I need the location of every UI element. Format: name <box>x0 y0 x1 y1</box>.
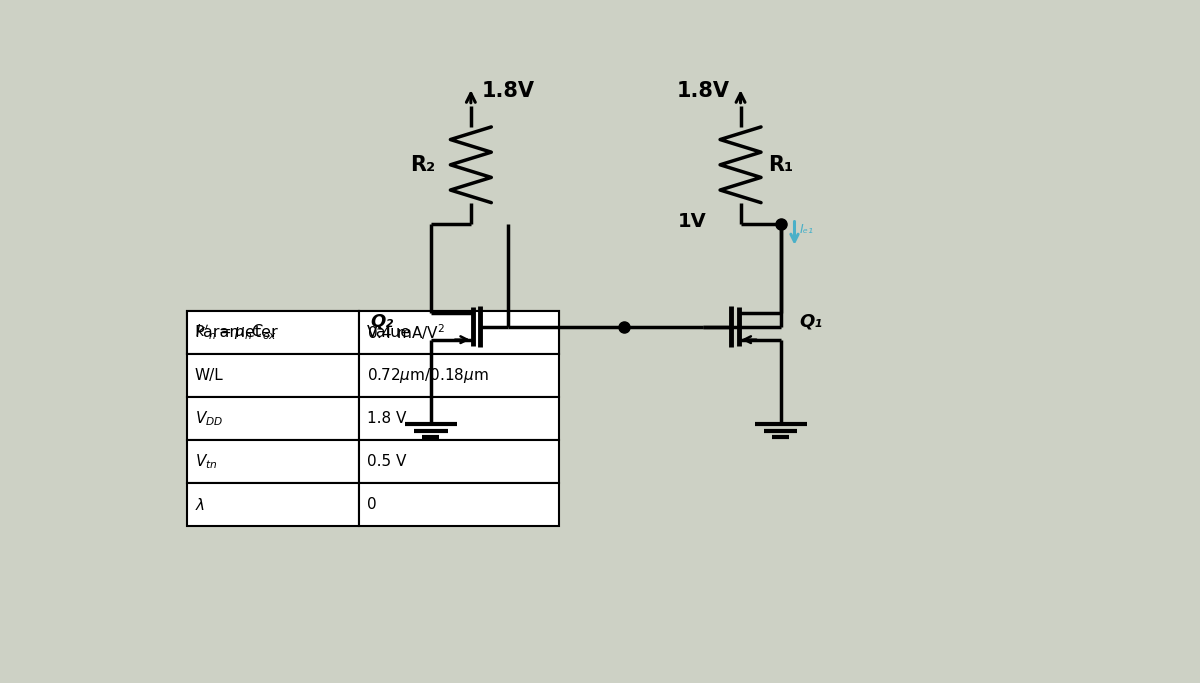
Bar <box>187 440 359 484</box>
Bar <box>187 311 359 354</box>
Text: Q₁: Q₁ <box>799 312 822 331</box>
Text: Q₂: Q₂ <box>371 312 394 331</box>
Bar <box>359 311 559 354</box>
Text: 1.8 V: 1.8 V <box>367 411 406 426</box>
Text: Iₑ₁: Iₑ₁ <box>800 223 814 236</box>
Text: $k'_n = \mu_n C_{ox}$: $k'_n = \mu_n C_{ox}$ <box>194 322 276 342</box>
Text: R₂: R₂ <box>410 155 436 175</box>
Bar <box>187 354 359 397</box>
Bar <box>187 397 359 440</box>
Bar <box>359 354 559 397</box>
Text: $V_{tn}$: $V_{tn}$ <box>194 452 217 471</box>
Text: 1.8V: 1.8V <box>482 81 535 101</box>
Text: $\lambda$: $\lambda$ <box>194 497 205 513</box>
Text: 0: 0 <box>367 497 377 512</box>
Bar <box>359 440 559 484</box>
Text: R₁: R₁ <box>768 155 793 175</box>
Text: Parameter: Parameter <box>194 325 278 340</box>
Text: $V_{DD}$: $V_{DD}$ <box>194 409 223 428</box>
Bar <box>359 484 559 527</box>
Text: $0.72\mu\mathrm{m}/0.18\mu\mathrm{m}$: $0.72\mu\mathrm{m}/0.18\mu\mathrm{m}$ <box>367 366 488 385</box>
Text: W/L: W/L <box>194 368 223 383</box>
Text: 0.5 V: 0.5 V <box>367 454 406 469</box>
Bar <box>359 397 559 440</box>
Text: Value: Value <box>367 325 410 340</box>
Bar <box>187 311 359 354</box>
Text: 1.8V: 1.8V <box>677 81 730 101</box>
Text: 1V: 1V <box>677 212 706 231</box>
Text: $0.4\ \mathrm{mA/V^2}$: $0.4\ \mathrm{mA/V^2}$ <box>367 322 444 342</box>
Bar <box>187 484 359 527</box>
Bar <box>359 311 559 354</box>
